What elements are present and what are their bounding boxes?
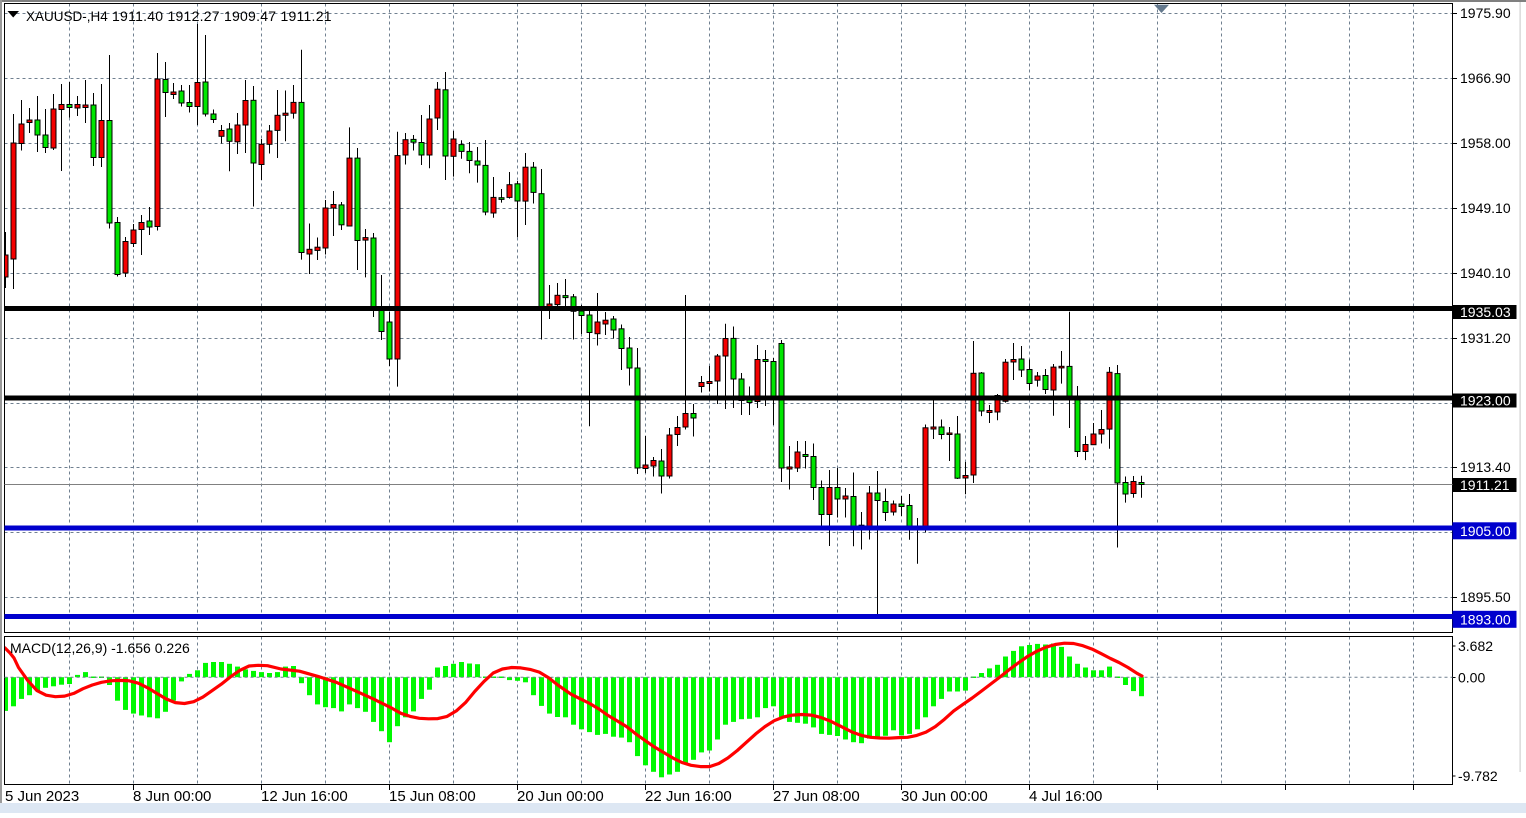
svg-text:1923.00: 1923.00 [1460, 393, 1511, 409]
svg-text:12 Jun 16:00: 12 Jun 16:00 [261, 788, 348, 805]
svg-text:1975.90: 1975.90 [1460, 5, 1511, 21]
svg-text:-9.782: -9.782 [1458, 768, 1498, 784]
svg-text:1931.20: 1931.20 [1460, 330, 1511, 346]
svg-text:MACD(12,26,9) -1.656 0.226: MACD(12,26,9) -1.656 0.226 [10, 640, 190, 656]
svg-text:1958.00: 1958.00 [1460, 135, 1511, 151]
svg-text:1911.40 1912.27 1909.47 1911.2: 1911.40 1912.27 1909.47 1911.21 [112, 8, 332, 24]
svg-text:1893.00: 1893.00 [1460, 611, 1511, 627]
svg-text:3.682: 3.682 [1458, 638, 1493, 654]
svg-text:1895.50: 1895.50 [1460, 589, 1511, 605]
svg-text:30 Jun 00:00: 30 Jun 00:00 [901, 788, 988, 805]
svg-text:XAUUSD-,H4: XAUUSD-,H4 [26, 9, 108, 24]
svg-text:1935.03: 1935.03 [1460, 304, 1511, 320]
svg-text:4 Jul 16:00: 4 Jul 16:00 [1029, 788, 1102, 805]
svg-text:27 Jun 08:00: 27 Jun 08:00 [773, 788, 860, 805]
svg-text:22 Jun 16:00: 22 Jun 16:00 [645, 788, 732, 805]
svg-text:1913.40: 1913.40 [1460, 459, 1511, 475]
svg-text:1949.10: 1949.10 [1460, 200, 1511, 216]
svg-text:1966.90: 1966.90 [1460, 70, 1511, 86]
svg-text:8 Jun 00:00: 8 Jun 00:00 [133, 788, 211, 805]
svg-text:0.00: 0.00 [1458, 670, 1485, 686]
svg-text:1905.00: 1905.00 [1460, 523, 1511, 539]
svg-text:1911.21: 1911.21 [1460, 477, 1510, 493]
svg-text:15 Jun 08:00: 15 Jun 08:00 [389, 788, 476, 805]
svg-text:20 Jun 00:00: 20 Jun 00:00 [517, 788, 604, 805]
svg-text:1940.10: 1940.10 [1460, 265, 1511, 281]
svg-text:5 Jun 2023: 5 Jun 2023 [5, 788, 79, 805]
